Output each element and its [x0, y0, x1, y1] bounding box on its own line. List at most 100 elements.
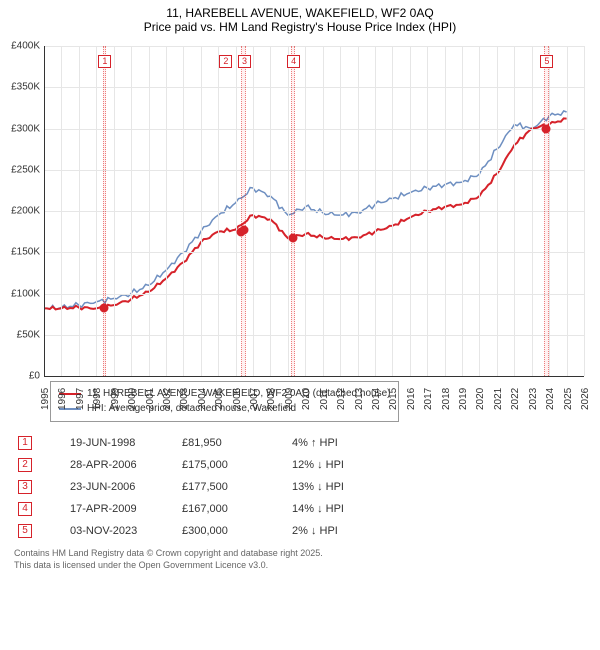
gridline-v [323, 46, 324, 376]
gridline-h [44, 211, 584, 212]
gridline-h [44, 129, 584, 130]
footer-attribution: Contains HM Land Registry data © Crown c… [0, 544, 600, 575]
event-num: 3 [18, 480, 32, 494]
y-tick-label: £250K [0, 164, 40, 175]
gridline-v [410, 46, 411, 376]
x-tick-label: 2019 [458, 388, 474, 410]
gridline-v [497, 46, 498, 376]
y-tick-label: £200K [0, 206, 40, 217]
footer-line1: Contains HM Land Registry data © Crown c… [14, 548, 586, 560]
x-tick-label: 2018 [441, 388, 457, 410]
event-marker-3: 3 [238, 55, 251, 68]
gridline-v [270, 46, 271, 376]
event-row: 228-APR-2006£175,00012% ↓ HPI [18, 454, 582, 476]
x-tick-label: 2025 [563, 388, 579, 410]
x-tick-label: 2016 [406, 388, 422, 410]
x-tick-label: 2026 [580, 388, 596, 410]
gridline-v [358, 46, 359, 376]
event-diff: 12% ↓ HPI [292, 459, 382, 471]
gridline-v [114, 46, 115, 376]
event-price: £175,000 [182, 459, 282, 471]
event-band [291, 46, 295, 376]
event-num: 4 [18, 502, 32, 516]
gridline-h [44, 87, 584, 88]
y-tick-label: £300K [0, 123, 40, 134]
x-tick-label: 2013 [354, 388, 370, 410]
gridline-v [96, 46, 97, 376]
gridline-h [44, 294, 584, 295]
event-date: 03-NOV-2023 [42, 525, 172, 537]
event-marker-4: 4 [287, 55, 300, 68]
gridline-v [288, 46, 289, 376]
gridline-v [340, 46, 341, 376]
events-table: 119-JUN-1998£81,9504% ↑ HPI228-APR-2006£… [0, 426, 600, 544]
y-tick-label: £150K [0, 247, 40, 258]
x-tick-label: 1997 [75, 388, 91, 410]
gridline-v [445, 46, 446, 376]
x-tick-label: 2005 [214, 388, 230, 410]
title-subtitle: Price paid vs. HM Land Registry's House … [10, 20, 590, 34]
event-marker-1: 1 [98, 55, 111, 68]
footer-line2: This data is licensed under the Open Gov… [14, 560, 586, 572]
x-tick-label: 2001 [145, 388, 161, 410]
gridline-v [183, 46, 184, 376]
event-marker-5: 5 [540, 55, 553, 68]
plot-area: 13452 [44, 46, 584, 376]
gridline-v [427, 46, 428, 376]
gridline-v [79, 46, 80, 376]
event-row: 323-JUN-2006£177,50013% ↓ HPI [18, 476, 582, 498]
chart-title-block: 11, HAREBELL AVENUE, WAKEFIELD, WF2 0AQ … [0, 0, 600, 36]
gridline-v [392, 46, 393, 376]
x-tick-label: 1995 [40, 388, 56, 410]
gridline-v [532, 46, 533, 376]
gridline-v [549, 46, 550, 376]
x-tick-label: 2014 [371, 388, 387, 410]
x-tick-label: 2024 [545, 388, 561, 410]
event-num: 2 [18, 458, 32, 472]
x-tick-label: 2007 [249, 388, 265, 410]
gridline-v [166, 46, 167, 376]
y-tick-label: £100K [0, 288, 40, 299]
event-band [241, 46, 246, 376]
event-price: £177,500 [182, 481, 282, 493]
gridline-h [44, 46, 584, 47]
gridline-v [462, 46, 463, 376]
gridline-v [61, 46, 62, 376]
gridline-v [479, 46, 480, 376]
gridline-v [131, 46, 132, 376]
x-tick-label: 2021 [493, 388, 509, 410]
x-tick-label: 2015 [388, 388, 404, 410]
x-tick-label: 2004 [197, 388, 213, 410]
event-price: £167,000 [182, 503, 282, 515]
gridline-v [253, 46, 254, 376]
event-diff: 2% ↓ HPI [292, 525, 382, 537]
x-tick-label: 2000 [127, 388, 143, 410]
gridline-v [201, 46, 202, 376]
gridline-h [44, 252, 584, 253]
event-row: 503-NOV-2023£300,0002% ↓ HPI [18, 520, 582, 542]
x-tick-label: 2011 [319, 388, 335, 410]
x-tick-label: 2012 [336, 388, 352, 410]
title-address: 11, HAREBELL AVENUE, WAKEFIELD, WF2 0AQ [10, 6, 590, 20]
event-price: £81,950 [182, 437, 282, 449]
x-tick-label: 2023 [528, 388, 544, 410]
event-date: 23-JUN-2006 [42, 481, 172, 493]
y-tick-label: £50K [0, 329, 40, 340]
gridline-v [236, 46, 237, 376]
event-diff: 14% ↓ HPI [292, 503, 382, 515]
event-date: 19-JUN-1998 [42, 437, 172, 449]
gridline-v [149, 46, 150, 376]
y-tick-label: £0 [0, 371, 40, 382]
event-row: 119-JUN-1998£81,9504% ↑ HPI [18, 432, 582, 454]
event-row: 417-APR-2009£167,00014% ↓ HPI [18, 498, 582, 520]
x-tick-label: 2020 [475, 388, 491, 410]
gridline-h [44, 170, 584, 171]
x-tick-label: 2002 [162, 388, 178, 410]
x-tick-label: 2008 [266, 388, 282, 410]
y-tick-label: £400K [0, 41, 40, 52]
gridline-v [567, 46, 568, 376]
x-tick-label: 2003 [179, 388, 195, 410]
gridline-v [218, 46, 219, 376]
x-tick-label: 2017 [423, 388, 439, 410]
x-tick-label: 1996 [57, 388, 73, 410]
